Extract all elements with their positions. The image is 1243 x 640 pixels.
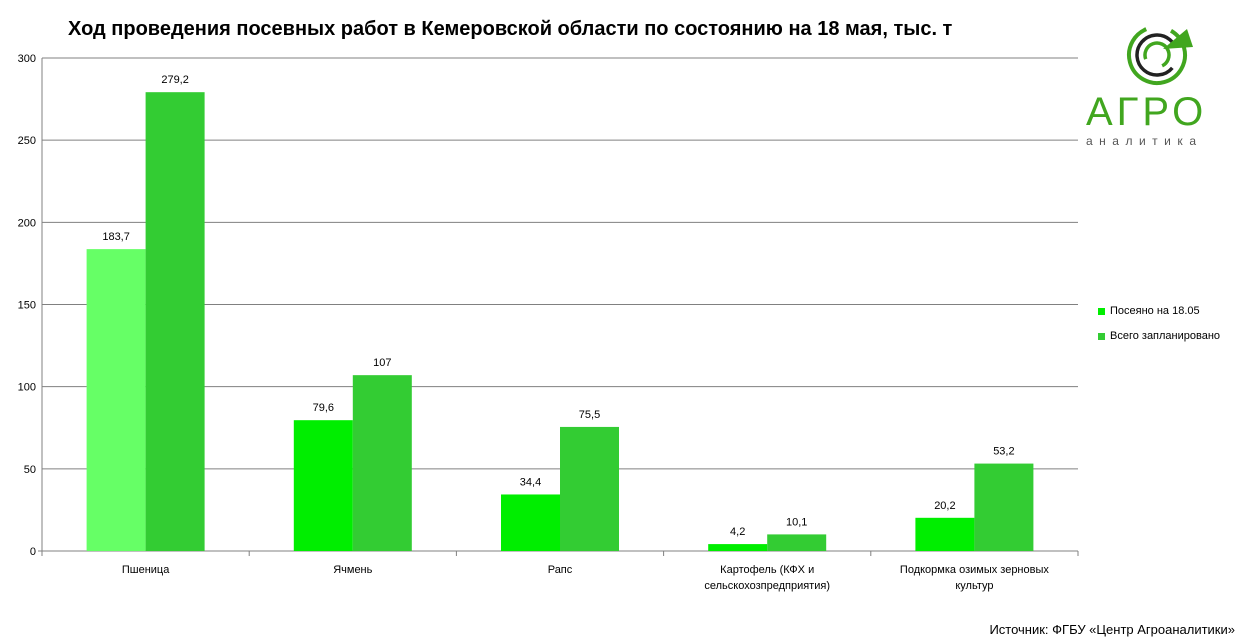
x-category-label: Картофель (КФХ и [720,564,814,576]
bar-planned [974,463,1034,551]
data-label: 4,2 [730,526,745,538]
agro-logo-emblem-icon [1127,24,1193,85]
y-tick-label: 150 [18,300,36,312]
y-axis: 0 50 100 150 200 250 300 [18,53,43,558]
data-label: 79,6 [313,402,334,414]
legend: Посеяно на 18.05 Всего запланировано [1098,304,1220,354]
legend-item-sown: Посеяно на 18.05 [1098,304,1220,318]
bar-planned [352,375,412,551]
bar-planned [767,534,827,551]
data-label: 279,2 [161,74,189,86]
y-tick-label: 50 [24,464,36,476]
bar-planned [560,426,619,551]
x-axis: Пшеница Ячмень Рапс Картофель (КФХ и сельско… [38,550,1079,592]
data-label: 34,4 [520,476,541,488]
y-tick-label: 0 [30,546,36,558]
data-label: 75,5 [579,409,600,421]
bar-sown [915,517,975,551]
data-label: 53,2 [993,446,1014,458]
data-label: 10,1 [786,516,807,528]
data-label: 107 [373,357,391,369]
legend-swatch-planned [1098,332,1105,340]
x-category-label: Пшеница [122,564,170,576]
logo-subtitle: аналитика [1086,134,1203,148]
legend-item-planned: Всего запланировано [1098,329,1220,343]
chart-title: Ход проведения посевных работ в Кемеровс… [68,18,953,40]
legend-swatch-sown [1098,307,1105,315]
bar-sown [708,544,768,551]
data-label: 183,7 [102,231,130,243]
x-category-label: Рапс [548,564,573,576]
bar-sown [86,249,146,551]
x-category-label: Подкормка озимых зерновых [900,564,1049,576]
bar-sown [293,420,353,551]
legend-label-planned: Всего запланировано [1110,330,1221,342]
x-category-label: Ячмень [333,564,372,576]
bar-planned [145,92,205,551]
logo-word: АГРО [1086,90,1208,134]
y-tick-label: 200 [18,217,36,229]
legend-label-sown: Посеяно на 18.05 [1110,305,1200,317]
y-tick-label: 300 [18,53,36,65]
source-note: Источник: ФГБУ «Центр Агроаналитики» [989,622,1235,637]
data-label: 20,2 [934,500,955,512]
data-labels: 183,7 279,2 79,6 107 34,4 75,5 4,2 10,1 20,2 53,2 [102,74,1014,538]
y-tick-label: 100 [18,382,36,394]
x-category-label: сельскохозпредприятия) [704,580,830,592]
bar-sown [501,494,560,551]
bars [86,92,1034,551]
y-tick-label: 250 [18,135,36,147]
x-category-label: культур [955,580,993,592]
